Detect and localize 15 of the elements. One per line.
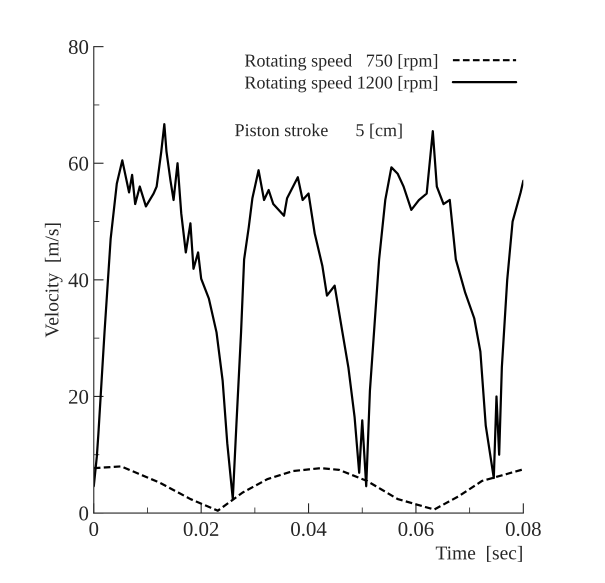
y-tick-label: 60 [68,156,88,171]
y-tick-label: 80 [68,40,88,54]
x-tick-label: 0.08 [506,522,541,536]
y-axis-title: Velocity [m/s] [44,224,63,338]
x-axis-title: Time [sec] [436,546,522,562]
y-tick-label: 0 [79,506,88,520]
x-tick-label: 0.02 [184,522,218,536]
legend-label: Rotating speed 750 [rpm] [244,54,438,70]
x-tick-label: 0.04 [291,522,326,536]
y-tick-label: 40 [68,273,88,288]
legend-label: Rotating speed 1200 [rpm] [244,76,438,92]
annotation: Piston stroke 5 [cm] [235,124,402,139]
y-tick-label: 20 [68,390,88,404]
x-tick-label: 0 [89,522,98,536]
x-tick-label: 0.06 [398,522,434,536]
